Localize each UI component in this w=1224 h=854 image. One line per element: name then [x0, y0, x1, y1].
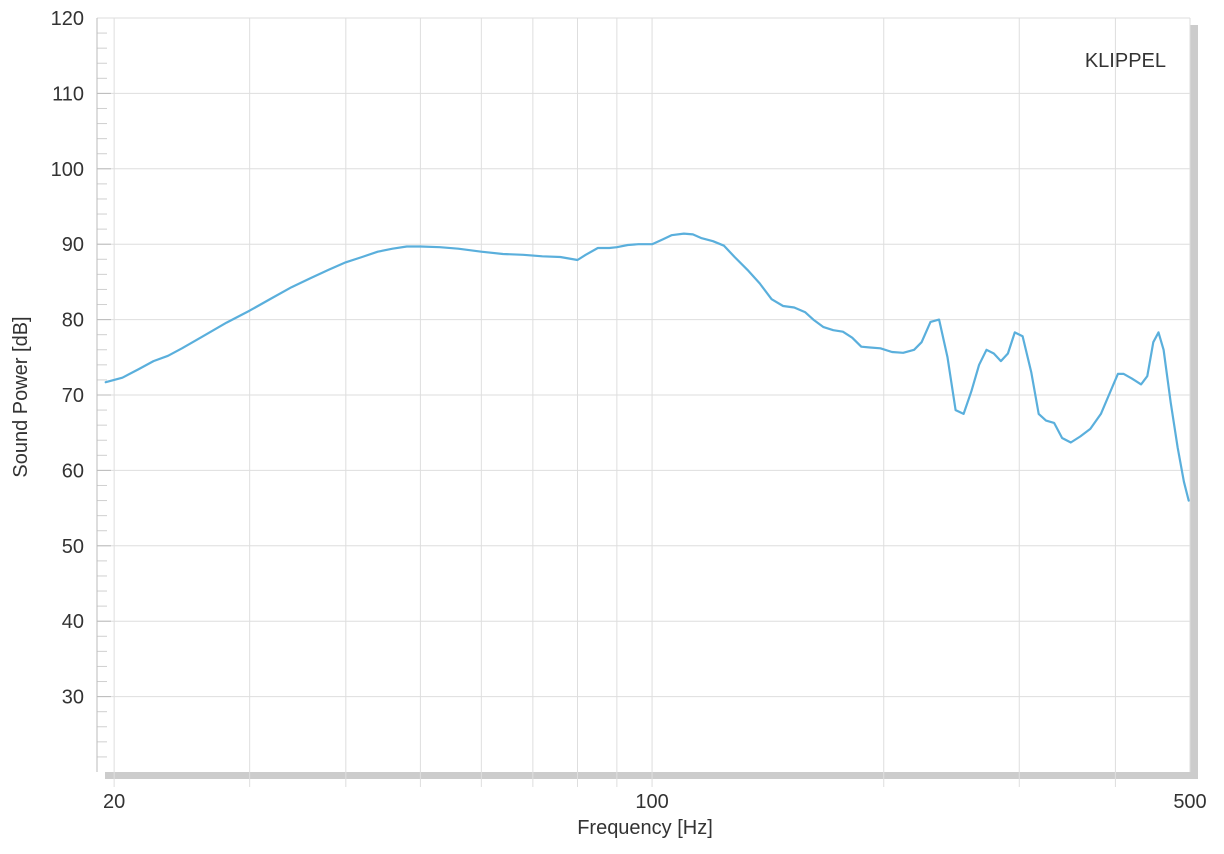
x-tick-labels: 20 100 500 — [103, 791, 1207, 813]
y-tick-labels: 30 40 50 60 70 80 90 100 110 120 — [51, 8, 84, 709]
y-tick-label: 50 — [62, 536, 84, 558]
y-tick-label: 100 — [51, 159, 84, 181]
y-tick-label: 110 — [52, 83, 84, 105]
y-tick-label: 90 — [62, 234, 84, 256]
y-minor-ticks — [97, 32, 111, 758]
sound-power-curve — [104, 232, 1190, 502]
y-tick-label: 40 — [62, 611, 84, 633]
y-tick-label: 60 — [62, 460, 84, 482]
y-tick-label: 120 — [51, 8, 84, 30]
x-axis-label: Frequency [Hz] — [577, 817, 713, 839]
y-axis-label: Sound Power [dB] — [10, 316, 32, 477]
x-tick-label: 100 — [635, 791, 668, 813]
x-tick-label: 500 — [1173, 791, 1206, 813]
klippel-watermark: KLIPPEL — [1085, 50, 1166, 72]
y-tick-label: 70 — [62, 385, 84, 407]
x-tick-label: 20 — [103, 791, 125, 813]
y-tick-label: 30 — [62, 687, 84, 709]
y-tick-label: 80 — [62, 310, 84, 332]
